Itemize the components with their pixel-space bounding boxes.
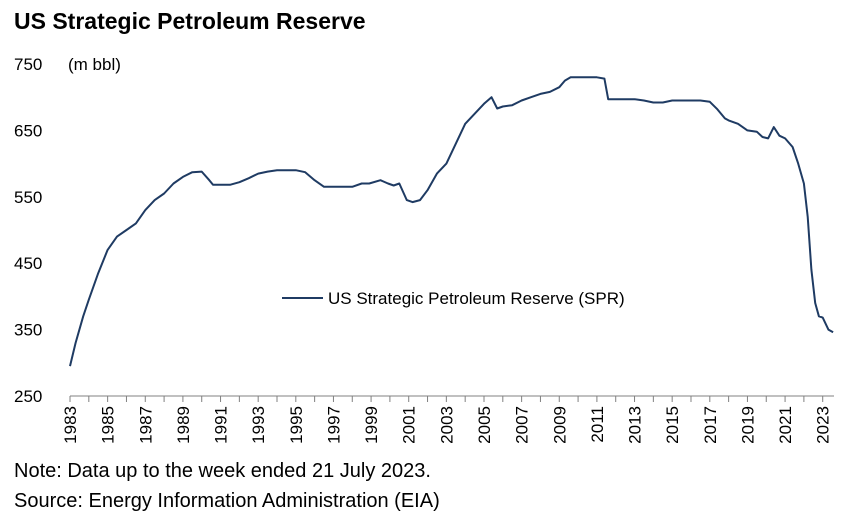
x-tick-label: 2017	[701, 406, 720, 444]
chart-axes: 1983 1985 1987 1989 1991 1993 1995 1997 1999 2001…	[14, 55, 834, 444]
y-tick-label: 550	[14, 188, 42, 207]
x-tick-label: 2005	[475, 406, 494, 444]
y-tick-label: 750	[14, 55, 42, 74]
x-tick-label: 2007	[513, 406, 532, 444]
spr-line-chart: 1983 1985 1987 1989 1991 1993 1995 1997 1999 2001…	[14, 55, 834, 444]
x-tick-label: 1991	[212, 406, 231, 444]
x-tick-label: 1995	[287, 406, 306, 444]
x-tick-label: 2021	[776, 406, 795, 444]
y-tick-label: 450	[14, 254, 42, 273]
x-tick-label: 1989	[174, 406, 193, 444]
note-text: Note: Data up to the week ended 21 July …	[14, 460, 431, 482]
y-tick-label: 650	[14, 121, 42, 140]
x-tick-label: 2023	[814, 406, 833, 444]
y-unit-label: (m bbl)	[68, 55, 121, 74]
x-tick-label: 1987	[136, 406, 155, 444]
x-tick-label: 1985	[99, 406, 118, 444]
x-tick-label: 1999	[362, 406, 381, 444]
legend-label: US Strategic Petroleum Reserve (SPR)	[328, 289, 625, 308]
chart-title: US Strategic Petroleum Reserve	[14, 8, 366, 34]
spr-series-line	[69, 76, 834, 367]
y-tick-label: 350	[14, 321, 42, 340]
source-text: Source: Energy Information Administratio…	[14, 490, 440, 512]
chart-notes: Note: Data up to the week ended 21 July …	[14, 456, 440, 516]
x-tick-label: 2009	[550, 406, 569, 444]
x-tick-label: 2001	[400, 406, 419, 444]
x-tick-label: 2011	[588, 406, 607, 443]
x-tick-label: 1993	[249, 406, 268, 444]
x-tick-label: 2003	[437, 406, 456, 444]
chart-legend: US Strategic Petroleum Reserve (SPR)	[282, 289, 625, 308]
x-tick-label: 1997	[324, 406, 343, 444]
x-tick-label: 2013	[626, 406, 645, 444]
x-tick-label: 1983	[61, 406, 80, 444]
x-tick-label: 2015	[663, 406, 682, 444]
x-tick-label: 2019	[738, 406, 757, 444]
y-tick-label: 250	[14, 387, 42, 406]
